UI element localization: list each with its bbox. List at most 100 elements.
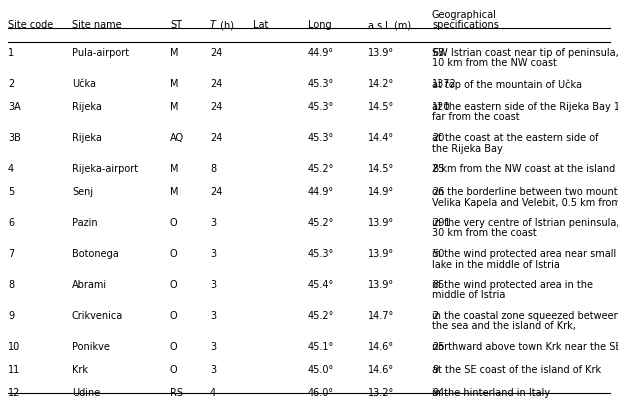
Text: M: M: [170, 102, 179, 112]
Text: in the very centre of Istrian peninsula,: in the very centre of Istrian peninsula,: [432, 218, 618, 228]
Text: 3: 3: [210, 218, 216, 228]
Text: lake in the middle of Istria: lake in the middle of Istria: [432, 259, 560, 269]
Text: the Rijeka Bay: the Rijeka Bay: [432, 144, 503, 154]
Text: Crikvenica: Crikvenica: [72, 311, 123, 321]
Text: 14.4°: 14.4°: [368, 133, 394, 143]
Text: M: M: [170, 79, 179, 89]
Text: M: M: [170, 48, 179, 58]
Text: 13.9°: 13.9°: [368, 249, 394, 259]
Text: 10: 10: [8, 342, 20, 352]
Text: O: O: [170, 218, 177, 228]
Text: 9: 9: [432, 365, 438, 375]
Text: Pula-airport: Pula-airport: [72, 48, 129, 58]
Text: Ponikve: Ponikve: [72, 342, 110, 352]
Text: Učka: Učka: [72, 79, 96, 89]
Text: 3B: 3B: [8, 133, 21, 143]
Text: 45.3°: 45.3°: [308, 133, 334, 143]
Text: 50: 50: [432, 249, 444, 259]
Text: a.s.l. (m): a.s.l. (m): [368, 20, 411, 30]
Text: Rijeka-airport: Rijeka-airport: [72, 164, 138, 174]
Text: in the hinterland in Italy: in the hinterland in Italy: [432, 388, 550, 398]
Text: 63: 63: [432, 48, 444, 58]
Text: in the wind protected area in the: in the wind protected area in the: [432, 280, 593, 290]
Text: 1: 1: [8, 48, 14, 58]
Text: 24: 24: [210, 79, 222, 89]
Text: at the eastern side of the Rijeka Bay 1 km: at the eastern side of the Rijeka Bay 1 …: [432, 102, 618, 112]
Text: 9: 9: [8, 311, 14, 321]
Text: 45.2°: 45.2°: [308, 311, 334, 321]
Text: 10 km from the NW coast: 10 km from the NW coast: [432, 59, 557, 69]
Text: M: M: [170, 187, 179, 197]
Text: middle of Istria: middle of Istria: [432, 290, 506, 300]
Text: 2: 2: [432, 311, 438, 321]
Text: in the wind protected area near small river: in the wind protected area near small ri…: [432, 249, 618, 259]
Text: Velika Kapela and Velebit, 0.5 km from the coast: Velika Kapela and Velebit, 0.5 km from t…: [432, 198, 618, 207]
Text: SW Istrian coast near tip of peninsula,: SW Istrian coast near tip of peninsula,: [432, 48, 618, 58]
Text: RS: RS: [170, 388, 183, 398]
Text: 14.6°: 14.6°: [368, 365, 394, 375]
Text: Abrami: Abrami: [72, 280, 107, 290]
Text: 3: 3: [210, 365, 216, 375]
Text: 8: 8: [8, 280, 14, 290]
Text: 13.9°: 13.9°: [368, 48, 394, 58]
Text: at the coast at the eastern side of: at the coast at the eastern side of: [432, 133, 598, 143]
Text: 24: 24: [210, 187, 222, 197]
Text: Botonega: Botonega: [72, 249, 119, 259]
Text: 14.7°: 14.7°: [368, 311, 394, 321]
Text: at the SE coast of the island of Krk: at the SE coast of the island of Krk: [432, 365, 601, 375]
Text: ST: ST: [170, 20, 182, 30]
Text: 14.5°: 14.5°: [368, 102, 394, 112]
Text: 45.4°: 45.4°: [308, 280, 334, 290]
Text: O: O: [170, 311, 177, 321]
Text: the sea and the island of Krk,: the sea and the island of Krk,: [432, 322, 576, 332]
Text: 5: 5: [8, 187, 14, 197]
Text: 291: 291: [432, 218, 451, 228]
Text: 3: 3: [210, 280, 216, 290]
Text: Lat: Lat: [253, 20, 268, 30]
Text: in the coastal zone squeezed between: in the coastal zone squeezed between: [432, 311, 618, 321]
Text: 46.0°: 46.0°: [308, 388, 334, 398]
Text: 30 km from the coast: 30 km from the coast: [432, 229, 537, 239]
Text: 24: 24: [210, 133, 222, 143]
Text: 45.2°: 45.2°: [308, 164, 334, 174]
Text: specifications: specifications: [432, 20, 499, 30]
Text: 2 km from the NW coast at the island of Krk: 2 km from the NW coast at the island of …: [432, 164, 618, 174]
Text: 4: 4: [210, 388, 216, 398]
Text: Senj: Senj: [72, 187, 93, 197]
Text: 45.2°: 45.2°: [308, 218, 334, 228]
Text: 45.3°: 45.3°: [308, 249, 334, 259]
Text: 45.0°: 45.0°: [308, 365, 334, 375]
Text: 26: 26: [432, 187, 444, 197]
Text: T: T: [210, 20, 216, 30]
Text: 25: 25: [432, 342, 444, 352]
Text: 3: 3: [210, 342, 216, 352]
Text: 14.5°: 14.5°: [368, 164, 394, 174]
Text: 1372: 1372: [432, 79, 457, 89]
Text: 44.9°: 44.9°: [308, 187, 334, 197]
Text: 120: 120: [432, 102, 451, 112]
Text: 85: 85: [432, 164, 444, 174]
Text: Site code: Site code: [8, 20, 53, 30]
Text: 13.9°: 13.9°: [368, 280, 394, 290]
Text: 11: 11: [8, 365, 20, 375]
Text: 45.3°: 45.3°: [308, 102, 334, 112]
Text: 85: 85: [432, 280, 444, 290]
Text: on the borderline between two mountains –: on the borderline between two mountains …: [432, 187, 618, 197]
Text: 14.2°: 14.2°: [368, 79, 394, 89]
Text: far from the coast: far from the coast: [432, 113, 520, 122]
Text: Long: Long: [308, 20, 332, 30]
Text: 94: 94: [432, 388, 444, 398]
Text: O: O: [170, 342, 177, 352]
Text: Rijeka: Rijeka: [72, 133, 102, 143]
Text: 6: 6: [8, 218, 14, 228]
Text: Krk: Krk: [72, 365, 88, 375]
Text: (h): (h): [217, 20, 234, 30]
Text: 14.6°: 14.6°: [368, 342, 394, 352]
Text: northward above town Krk near the SE coast,: northward above town Krk near the SE coa…: [432, 342, 618, 352]
Text: Geographical: Geographical: [432, 10, 497, 20]
Text: 24: 24: [210, 102, 222, 112]
Text: Udine: Udine: [72, 388, 100, 398]
Text: at top of the mountain of Učka: at top of the mountain of Učka: [432, 79, 582, 89]
Text: 3: 3: [210, 311, 216, 321]
Text: O: O: [170, 249, 177, 259]
